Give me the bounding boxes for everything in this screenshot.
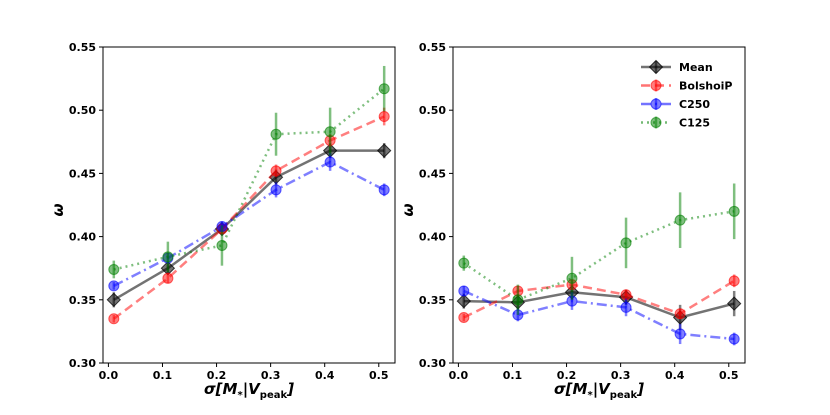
data-point-c125 (512, 294, 524, 306)
data-point-bolshoip (162, 272, 174, 284)
y-axis-label: ω (399, 203, 417, 216)
data-point-mean (106, 292, 122, 308)
data-point-c125 (270, 128, 282, 140)
legend-marker-bolshoip (650, 80, 662, 91)
y-tick-label: 0.55 (69, 41, 96, 54)
y-tick-label: 0.50 (69, 104, 96, 117)
data-point-c125 (566, 272, 578, 284)
data-point-mean (726, 296, 742, 311)
legend-label-bolshoip: BolshoiP (679, 80, 732, 93)
left-panel: 0.0 0.1 0.2 0.3 0.4 0.5 0.30 0.35 0.40 0.45 0.50 0.… (49, 41, 396, 401)
x-tick-label: 0.4 (665, 369, 685, 382)
x-tick-label: 0.4 (315, 369, 335, 382)
data-point-c125 (162, 251, 174, 263)
y-tick-label: 0.45 (69, 167, 96, 180)
y-tick-label: 0.40 (419, 231, 446, 244)
legend-marker-c125 (650, 117, 662, 128)
data-point-c250 (108, 280, 120, 292)
series-c125 (108, 65, 390, 279)
x-axis-label-part-2: |V (243, 380, 261, 399)
x-tick-label: 0.5 (719, 369, 739, 382)
right-panel: 0.0 0.1 0.2 0.3 0.4 0.5 0.30 0.35 0.40 0.45 0.50 0.… (399, 41, 746, 401)
series-line-c125 (463, 210, 735, 302)
legend: Mean BolshoiP C250 C125 (641, 59, 732, 130)
data-point-c125 (458, 257, 470, 269)
plot-frame (452, 46, 746, 364)
data-point-c125 (216, 239, 228, 251)
y-tick-label: 0.55 (419, 41, 446, 54)
series-line-mean (463, 290, 735, 319)
y-tick-label: 0.30 (419, 357, 446, 370)
data-point-c250 (728, 333, 740, 345)
series-line-c250 (463, 289, 735, 341)
data-point-c125 (620, 237, 632, 249)
y-tick-label: 0.35 (69, 294, 96, 307)
data-point-c250 (324, 156, 336, 168)
data-point-bolshoip (620, 289, 632, 301)
data-point-bolshoip (378, 111, 390, 123)
data-point-c125 (108, 263, 120, 275)
legend-marker-c250 (650, 98, 662, 110)
data-point-c250 (270, 184, 282, 196)
x-axis-label-part-4: ] (286, 380, 294, 398)
x-axis-label-part-0: σ[M (554, 380, 588, 398)
x-axis-label-part-3: peak (610, 390, 638, 401)
x-tick-label: 0.0 (449, 369, 469, 382)
x-tick-label: 0.1 (153, 369, 173, 382)
y-tick-label: 0.30 (69, 357, 96, 370)
y-tick-label: 0.40 (69, 231, 96, 244)
legend-label-mean: Mean (679, 61, 713, 74)
x-tick-label: 0.2 (207, 369, 227, 382)
x-axis-label: σ[M*|Vpeak] (204, 380, 294, 401)
data-point-c250 (674, 328, 686, 340)
legend-label-c125: C125 (679, 117, 710, 130)
x-axis-label-part-3: peak (260, 390, 288, 401)
series-line-bolshoip (113, 115, 385, 320)
data-point-c125 (728, 205, 740, 217)
x-tick-label: 0.1 (503, 369, 523, 382)
series-line-mean (113, 149, 385, 301)
data-point-c250 (378, 184, 390, 196)
plot-frame (102, 46, 396, 364)
data-point-c125 (324, 126, 336, 138)
data-point-mean (456, 293, 472, 309)
data-point-c125 (378, 83, 390, 95)
data-point-c250 (458, 285, 470, 297)
x-tick-label: 0.2 (557, 369, 577, 382)
x-axis-label-part-4: ] (636, 380, 644, 398)
y-axis-label: ω (49, 203, 67, 216)
x-axis-label-part-0: σ[M (204, 380, 238, 398)
data-point-c125 (674, 214, 686, 226)
y-tick-label: 0.45 (419, 167, 446, 180)
series-c250 (458, 285, 740, 346)
data-point-c250 (620, 301, 632, 313)
x-tick-label: 0.3 (261, 369, 281, 382)
x-tick-label: 0.0 (99, 369, 119, 382)
series-line-c125 (113, 87, 385, 271)
legend-label-c250: C250 (679, 98, 710, 111)
data-point-bolshoip (674, 308, 686, 320)
y-tick-label: 0.35 (419, 294, 446, 307)
x-axis-label-part-2: |V (593, 380, 611, 399)
y-tick-label: 0.50 (419, 104, 446, 117)
data-point-bolshoip (270, 165, 282, 177)
x-axis-label-part-1: * (587, 390, 593, 401)
data-point-bolshoip (728, 275, 740, 287)
legend-marker-mean (648, 59, 664, 75)
data-point-bolshoip (108, 313, 120, 325)
x-axis-label-part-1: * (237, 390, 243, 401)
series-c125 (458, 183, 740, 315)
x-tick-label: 0.5 (369, 369, 389, 382)
x-axis-label: σ[M*|Vpeak] (554, 380, 644, 401)
x-tick-label: 0.3 (611, 369, 631, 382)
data-point-mean (376, 143, 392, 158)
data-point-bolshoip (458, 311, 470, 323)
series-line-bolshoip (463, 279, 735, 319)
